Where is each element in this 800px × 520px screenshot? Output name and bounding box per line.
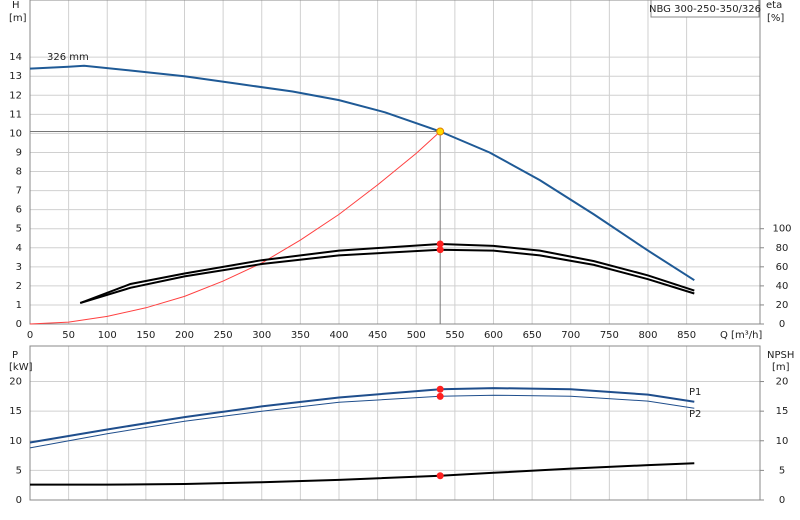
x-tick-label: 550 [445,330,464,341]
y-tick-label: 15 [9,406,22,417]
x-tick-label: 0 [27,330,33,341]
operating-point [436,127,445,136]
y-tick-label: 8 [16,167,22,178]
y-unit: [m] [9,13,27,24]
curve [29,131,441,325]
y-tick-label: 0 [16,319,22,330]
operating-point [436,392,444,400]
y-tick-label: 1 [16,300,22,311]
chart-title: NBG 300-250-350/326 [649,4,761,15]
y-tick-label: 4 [16,243,22,254]
x-tick-label: 400 [329,330,348,341]
x-tick-label: 750 [600,330,619,341]
x-tick-label: 800 [638,330,657,341]
plot-layer: 0 50 100 150 200 250 300 350 400 450 500 550 600 650 7… [9,0,792,506]
curve [29,387,695,444]
curve [29,64,695,282]
plot-frame [29,345,761,501]
x-tick-label: 700 [561,330,580,341]
y-tick-label: 5 [16,465,22,476]
y2-label: eta [766,0,782,11]
x-tick-label: 600 [484,330,503,341]
y2-label: NPSH [767,350,794,361]
y-tick-label: 20 [9,377,22,388]
y-tick-label: 10 [9,436,22,447]
y-tick-label: 3 [16,262,22,273]
x-label: Q [m³/h] [720,330,762,341]
y-tick-label: 10 [9,128,22,139]
y2-tick-label: 80 [776,243,789,254]
legend-label: P2 [689,409,701,420]
y-tick-label: 5 [16,224,22,235]
y-tick-label: 7 [16,186,22,197]
y2-tick-label: 0 [779,495,785,506]
x-tick-label: 250 [214,330,233,341]
plot-frame [29,0,761,325]
y-tick-label: 2 [16,281,22,292]
x-tick-label: 200 [175,330,194,341]
y-tick-label: 6 [16,205,22,216]
y2-unit: [%] [767,13,784,24]
y2-tick-label: 60 [776,262,789,273]
operating-point [436,246,444,254]
operating-point [436,385,444,393]
x-tick-label: 500 [407,330,426,341]
curve [30,462,695,486]
y-label: H [12,0,20,11]
y-tick-label: 13 [9,71,22,82]
y2-tick-label: 20 [776,300,789,311]
y-tick-label: 11 [9,109,22,120]
y2-tick-label: 0 [779,319,785,330]
y2-tick-label: 15 [776,406,789,417]
y2-unit: [m] [772,362,790,373]
x-tick-label: 50 [62,330,75,341]
y-unit: [kW] [9,362,33,373]
curve-label: 326 mm [47,52,89,63]
x-tick-label: 150 [136,330,155,341]
x-tick-label: 350 [291,330,310,341]
title-box [650,0,760,18]
curve [29,394,695,449]
legend-label: P1 [689,387,701,398]
operating-point [436,240,444,248]
y2-tick-label: 10 [776,436,789,447]
y-label: P [12,350,18,361]
y2-tick-label: 20 [776,377,789,388]
y-tick-label: 14 [9,52,22,63]
x-tick-label: 300 [252,330,271,341]
x-tick-label: 850 [677,330,696,341]
y2-tick-label: 40 [776,281,789,292]
x-tick-label: 650 [523,330,542,341]
y2-tick-label: 5 [779,465,785,476]
x-tick-label: 450 [368,330,387,341]
x-tick-label: 100 [98,330,117,341]
y-tick-label: 0 [16,495,22,506]
operating-point [436,472,444,480]
y2-tick-label: 100 [772,224,791,235]
y-tick-label: 12 [9,90,22,101]
y-tick-label: 9 [16,147,22,158]
